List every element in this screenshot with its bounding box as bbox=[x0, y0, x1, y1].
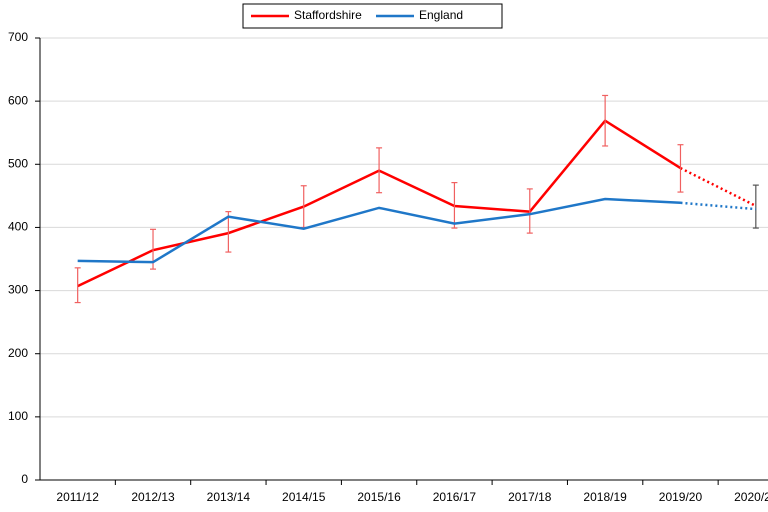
legend-label: Staffordshire bbox=[294, 8, 362, 22]
y-tick-label: 300 bbox=[8, 283, 28, 297]
y-tick-label: 600 bbox=[8, 93, 28, 107]
y-tick-label: 400 bbox=[8, 220, 28, 234]
series-line bbox=[77, 197, 681, 264]
x-tick-label: 2014/15 bbox=[282, 490, 326, 504]
x-tick-label: 2019/20 bbox=[659, 490, 703, 504]
x-tick-label: 2020/21 bbox=[734, 490, 768, 504]
series-line bbox=[77, 119, 682, 288]
x-tick-label: 2018/19 bbox=[583, 490, 627, 504]
x-tick-label: 2011/12 bbox=[56, 490, 99, 504]
y-tick-label: 200 bbox=[8, 346, 28, 360]
x-tick-label: 2013/14 bbox=[207, 490, 251, 504]
x-tick-label: 2012/13 bbox=[131, 490, 175, 504]
y-tick-label: 0 bbox=[21, 472, 28, 486]
x-tick-label: 2017/18 bbox=[508, 490, 552, 504]
x-tick-label: 2015/16 bbox=[357, 490, 401, 504]
projected-line bbox=[679, 166, 757, 208]
x-tick-label: 2016/17 bbox=[433, 490, 477, 504]
y-tick-label: 500 bbox=[8, 156, 28, 170]
y-tick-label: 700 bbox=[8, 30, 28, 44]
y-tick-label: 100 bbox=[8, 409, 28, 423]
legend-label: England bbox=[419, 8, 463, 22]
projected-line bbox=[680, 201, 756, 211]
